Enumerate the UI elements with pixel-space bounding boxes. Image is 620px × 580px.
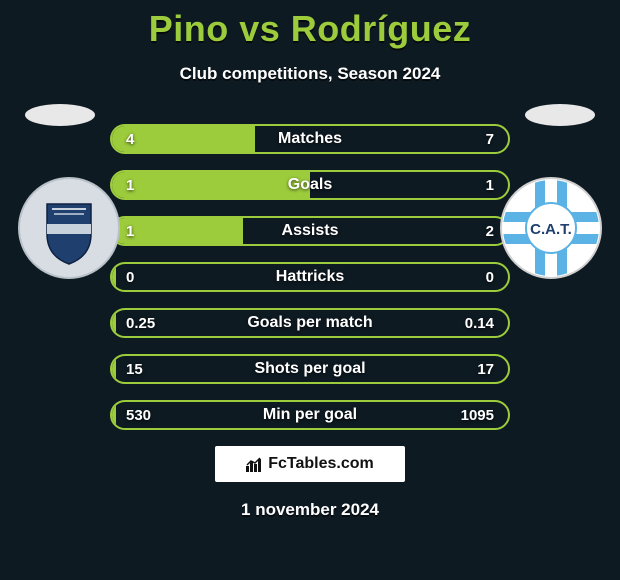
footer-brand-text: FcTables.com [268,455,374,473]
stat-left-value: 1 [126,177,134,194]
stat-bar-fill [112,310,116,336]
footer-brand: FcTables.com [215,446,405,482]
stat-row: 0 Hattricks 0 [110,262,510,292]
stat-right-value: 0.14 [465,315,494,332]
stat-right-value: 2 [486,223,494,240]
stat-label: Shots per goal [254,360,365,378]
stat-row: 0.25 Goals per match 0.14 [110,308,510,338]
shield-icon [17,176,121,280]
stat-right-value: 17 [477,361,494,378]
stat-bar-fill [112,356,116,382]
stat-right-value: 1 [486,177,494,194]
stat-label: Min per goal [263,406,357,424]
right-team-crest: C.A.T. [499,176,603,280]
stat-right-value: 7 [486,131,494,148]
stat-left-value: 15 [126,361,143,378]
stat-row: 1 Assists 2 [110,216,510,246]
left-flag [25,104,95,126]
stat-label: Assists [282,222,339,240]
date-label: 1 november 2024 [0,500,620,520]
stat-left-value: 0 [126,269,134,286]
stat-left-value: 1 [126,223,134,240]
flags-row [0,104,620,126]
chart-icon [246,456,264,472]
stat-right-value: 1095 [461,407,494,424]
page-title: Pino vs Rodríguez [0,0,620,50]
crest-letters: C.A.T. [530,221,572,238]
stat-row: 530 Min per goal 1095 [110,400,510,430]
stat-label: Goals [288,176,332,194]
stat-left-value: 4 [126,131,134,148]
shield-icon: C.A.T. [499,176,603,280]
left-team-crest [17,176,121,280]
stat-row: 15 Shots per goal 17 [110,354,510,384]
stat-row: 1 Goals 1 [110,170,510,200]
stat-bar-fill [112,172,310,198]
subtitle: Club competitions, Season 2024 [0,64,620,84]
right-flag [525,104,595,126]
stat-row: 4 Matches 7 [110,124,510,154]
stat-label: Matches [278,130,342,148]
stat-left-value: 530 [126,407,151,424]
stats-bars: 4 Matches 7 1 Goals 1 1 Assists 2 0 Hattricks 0 0.25… [110,124,510,430]
stat-bar-fill [112,402,116,428]
stat-label: Hattricks [276,268,344,286]
stat-right-value: 0 [486,269,494,286]
stat-label: Goals per match [247,314,372,332]
stat-left-value: 0.25 [126,315,155,332]
